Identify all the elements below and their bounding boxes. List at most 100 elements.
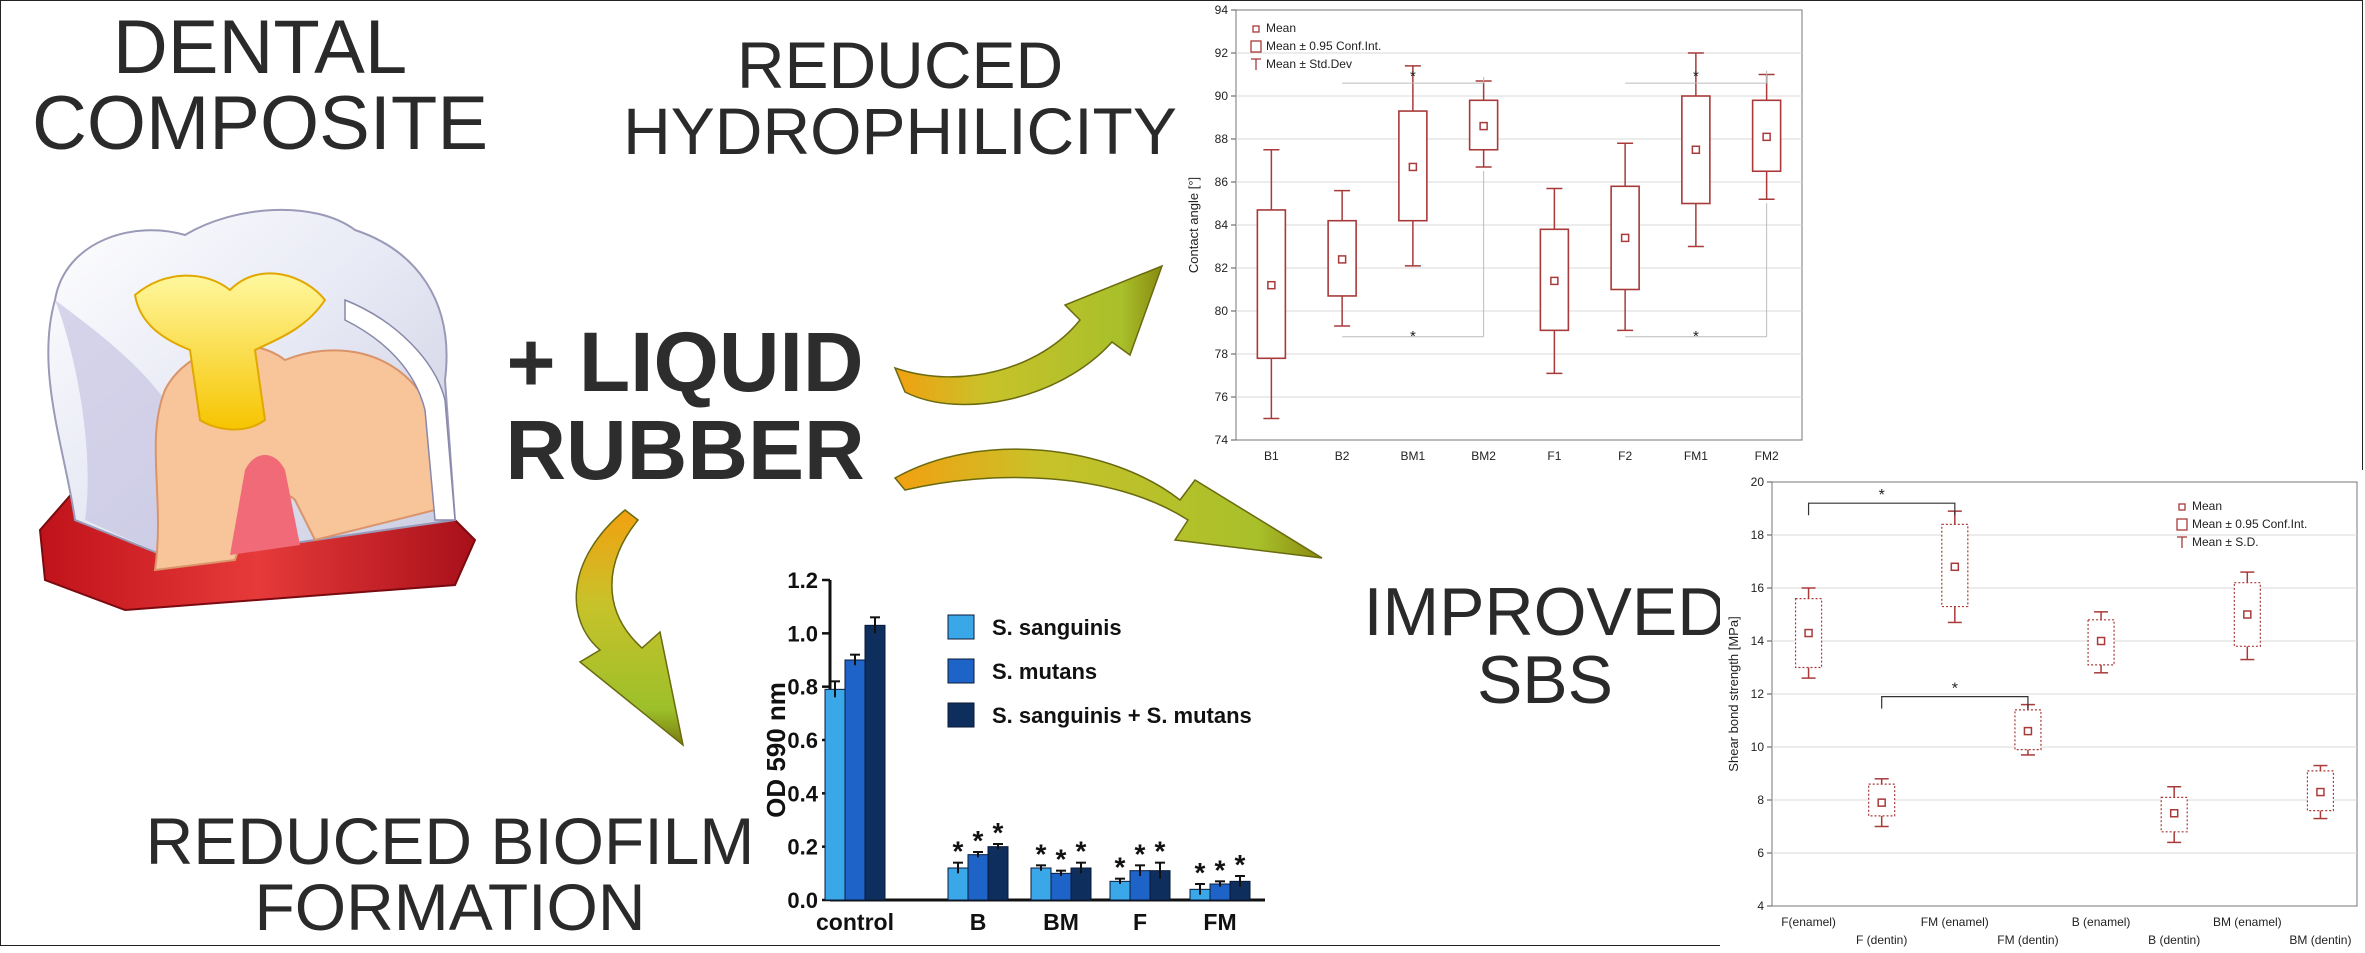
y-tick-label: 1.0 bbox=[787, 621, 818, 646]
x-tick-label: FM bbox=[1203, 909, 1236, 935]
significance-star: * bbox=[1215, 854, 1226, 885]
y-tick-label: 80 bbox=[1215, 304, 1229, 318]
y-tick-label: 0.6 bbox=[787, 728, 818, 753]
contact-angle-panel: 74 76 78 80 82 84 86 88 90 92 94 Contact angle [°] B… bbox=[1180, 2, 1810, 472]
x-tick-label: B (dentin) bbox=[2148, 933, 2200, 947]
significance-star: * bbox=[1410, 328, 1416, 345]
x-tick-label: FM (enamel) bbox=[1921, 915, 1989, 929]
bar bbox=[844, 659, 866, 901]
legend-label: Mean ± S.D. bbox=[2192, 535, 2259, 549]
bar bbox=[824, 688, 846, 901]
improved-sbs-heading: IMPROVED SBS bbox=[1355, 578, 1735, 714]
enamel-edge-shape bbox=[344, 298, 456, 521]
bar bbox=[1030, 867, 1052, 901]
y-tick-label: 76 bbox=[1215, 390, 1229, 404]
arrow-to-contact-angle bbox=[893, 264, 1164, 406]
legend-swatch bbox=[947, 658, 975, 684]
x-tick-label: F2 bbox=[1618, 449, 1632, 463]
sbs-chart: 4 6 8 10 12 14 16 18 20 Shear bond strength [MPa]… bbox=[1726, 475, 2358, 947]
hydrophilicity-heading: REDUCED HYDROPHILICITY bbox=[620, 32, 1180, 164]
hydro-line-1: REDUCED bbox=[736, 28, 1064, 102]
y-tick-label: 10 bbox=[1751, 740, 1765, 754]
legend-label: S. sanguinis bbox=[992, 615, 1122, 640]
x-tick-label: F(enamel) bbox=[1781, 915, 1836, 929]
sbs-line-2: SBS bbox=[1476, 642, 1614, 718]
biofilm-heading: REDUCED BIOFILM FORMATION bbox=[120, 808, 780, 940]
legend-swatch bbox=[947, 702, 975, 728]
pulp-shape bbox=[230, 455, 300, 555]
y-tick-label: 94 bbox=[1215, 3, 1229, 17]
mean-marker bbox=[1479, 121, 1488, 131]
hydro-line-2: HYDROPHILICITY bbox=[623, 94, 1177, 168]
x-tick-label: BM1 bbox=[1401, 449, 1426, 463]
x-tick-label: F (dentin) bbox=[1856, 933, 1907, 947]
x-tick-label: F bbox=[1133, 909, 1147, 935]
mean-marker bbox=[1337, 255, 1347, 264]
mean-marker bbox=[1950, 562, 1960, 572]
legend-swatch bbox=[947, 614, 975, 640]
legend-mean-swatch bbox=[2178, 503, 2186, 511]
y-tick-label: 1.2 bbox=[787, 568, 818, 593]
biofilm-line-2: FORMATION bbox=[254, 870, 646, 944]
y-axis-label: OD 590 nm bbox=[761, 682, 791, 818]
legend-label: Mean ± 0.95 Conf.Int. bbox=[2192, 517, 2307, 531]
y-tick-label: 90 bbox=[1215, 89, 1229, 103]
significance-star: * bbox=[993, 817, 1004, 848]
bar bbox=[967, 854, 989, 901]
legend-label: Mean ± 0.95 Conf.Int. bbox=[1266, 39, 1381, 53]
mean-marker bbox=[1267, 280, 1276, 290]
y-tick-label: 4 bbox=[1757, 899, 1764, 913]
y-tick-label: 0.8 bbox=[787, 675, 818, 700]
significance-star: * bbox=[953, 836, 964, 867]
y-axis-label: Shear bond strength [MPa] bbox=[1726, 616, 1741, 771]
y-tick-label: 0.0 bbox=[787, 888, 818, 913]
significance-star: * bbox=[1410, 68, 1416, 85]
y-tick-label: 84 bbox=[1215, 218, 1229, 232]
significance-star: * bbox=[1235, 849, 1246, 880]
sbs-line-1: IMPROVED bbox=[1363, 574, 1727, 650]
tooth-shadow-shape bbox=[55, 300, 175, 560]
dental-line-2: COMPOSITE bbox=[31, 81, 489, 166]
x-tick-label: BM (enamel) bbox=[2213, 915, 2282, 929]
contact-angle-chart: 74 76 78 80 82 84 86 88 90 92 94 Contact angle [°] B… bbox=[1186, 3, 1803, 463]
mean-marker bbox=[2096, 636, 2106, 646]
x-tick-label: F1 bbox=[1547, 449, 1561, 463]
x-tick-label: B (enamel) bbox=[2072, 915, 2131, 929]
significance-star: * bbox=[1879, 487, 1885, 504]
bar bbox=[1109, 880, 1131, 901]
x-tick-label: control bbox=[816, 909, 894, 935]
legend-ci-swatch bbox=[1250, 40, 1262, 53]
mean-marker bbox=[1620, 233, 1630, 243]
x-tick-label: BM bbox=[1043, 909, 1079, 935]
x-tick-label: FM1 bbox=[1684, 449, 1708, 463]
y-tick-label: 0.2 bbox=[787, 835, 818, 860]
legend-label: Mean bbox=[1266, 21, 1296, 35]
arrow-to-sbs-chart bbox=[893, 448, 1323, 559]
x-tick-label: FM2 bbox=[1755, 449, 1779, 463]
y-tick-label: 88 bbox=[1215, 132, 1229, 146]
legend-label: Mean ± Std.Dev bbox=[1266, 57, 1352, 71]
liquid-rubber-heading: + LIQUID RUBBER bbox=[500, 315, 870, 495]
significance-star: * bbox=[1952, 681, 1958, 698]
y-tick-label: 16 bbox=[1751, 581, 1765, 595]
significance-bracket bbox=[1881, 696, 2029, 709]
mean-marker bbox=[1877, 798, 1886, 807]
bar bbox=[864, 624, 886, 901]
mean-marker bbox=[1762, 132, 1771, 142]
y-tick-label: 20 bbox=[1751, 475, 1765, 489]
bar bbox=[987, 846, 1009, 901]
rubber-line-1: + LIQUID bbox=[506, 315, 864, 409]
significance-star: * bbox=[973, 825, 984, 856]
biofilm-chart: 0.0 0.2 0.4 0.6 0.8 1.0 1.2 OD 590 nm control * * *… bbox=[761, 568, 1265, 935]
significance-star: * bbox=[1135, 838, 1146, 869]
significance-star: * bbox=[1155, 836, 1166, 867]
y-tick-label: 86 bbox=[1215, 175, 1229, 189]
legend-ci-swatch bbox=[2176, 518, 2188, 531]
x-tick-label: BM2 bbox=[1471, 449, 1496, 463]
mean-marker bbox=[2023, 726, 2033, 736]
y-axis-label: Contact angle [°] bbox=[1186, 177, 1201, 273]
mean-marker bbox=[1408, 162, 1418, 172]
significance-star: * bbox=[1076, 836, 1087, 867]
bar bbox=[1050, 872, 1072, 901]
